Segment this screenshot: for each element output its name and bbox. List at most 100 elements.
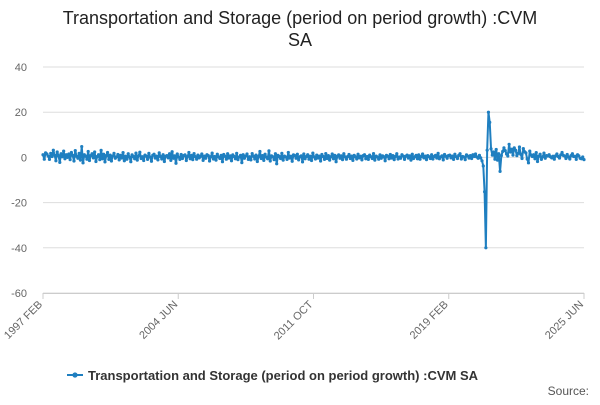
data-point[interactable] xyxy=(281,158,285,162)
data-point[interactable] xyxy=(191,158,195,162)
data-point[interactable] xyxy=(557,156,562,160)
data-point[interactable] xyxy=(309,158,314,163)
data-point[interactable] xyxy=(501,149,505,154)
data-point[interactable] xyxy=(560,150,564,155)
data-point[interactable] xyxy=(516,151,520,155)
data-point[interactable] xyxy=(395,152,399,156)
data-point[interactable] xyxy=(418,157,422,161)
data-point[interactable] xyxy=(201,158,205,162)
data-point[interactable] xyxy=(520,156,524,161)
data-point[interactable] xyxy=(56,153,61,158)
data-point[interactable] xyxy=(64,153,68,157)
data-point[interactable] xyxy=(448,153,452,157)
data-point[interactable] xyxy=(468,153,472,158)
data-point[interactable] xyxy=(210,151,214,155)
data-point[interactable] xyxy=(533,157,537,161)
data-point[interactable] xyxy=(223,154,227,158)
data-point[interactable] xyxy=(299,154,303,158)
data-point[interactable] xyxy=(534,151,538,155)
data-point[interactable] xyxy=(519,152,523,156)
data-point[interactable] xyxy=(472,154,476,159)
data-point[interactable] xyxy=(138,150,142,154)
data-point[interactable] xyxy=(493,157,497,161)
data-point[interactable] xyxy=(254,153,258,157)
data-point[interactable] xyxy=(204,156,208,160)
data-point[interactable] xyxy=(108,153,112,157)
data-point[interactable] xyxy=(134,151,138,155)
data-point[interactable] xyxy=(241,153,245,157)
data-point[interactable] xyxy=(98,158,102,162)
data-point[interactable] xyxy=(517,145,522,149)
data-point[interactable] xyxy=(170,150,174,154)
data-point[interactable] xyxy=(155,154,159,158)
data-point[interactable] xyxy=(317,154,321,158)
data-point[interactable] xyxy=(121,151,125,155)
data-point[interactable] xyxy=(307,157,311,161)
data-point[interactable] xyxy=(565,152,569,157)
data-point[interactable] xyxy=(263,152,267,156)
data-point[interactable] xyxy=(391,153,395,158)
data-point[interactable] xyxy=(382,155,386,159)
data-point[interactable] xyxy=(78,158,83,162)
data-point[interactable] xyxy=(337,153,341,157)
data-point[interactable] xyxy=(488,120,492,124)
data-point[interactable] xyxy=(521,146,525,151)
data-point[interactable] xyxy=(326,153,330,158)
data-point[interactable] xyxy=(115,155,119,159)
data-point[interactable] xyxy=(271,155,275,159)
data-point[interactable] xyxy=(180,156,185,161)
data-point[interactable] xyxy=(187,150,191,155)
data-point[interactable] xyxy=(410,152,414,156)
data-point[interactable] xyxy=(392,158,396,162)
data-point[interactable] xyxy=(238,153,243,157)
data-point[interactable] xyxy=(405,153,409,157)
data-point[interactable] xyxy=(219,153,223,157)
data-point[interactable] xyxy=(419,154,423,159)
data-point[interactable] xyxy=(581,155,585,159)
data-point[interactable] xyxy=(311,151,315,155)
data-point[interactable] xyxy=(564,156,568,161)
data-point[interactable] xyxy=(297,158,301,162)
data-point[interactable] xyxy=(440,154,444,158)
data-point[interactable] xyxy=(195,157,199,161)
data-point[interactable] xyxy=(477,153,482,157)
data-point[interactable] xyxy=(300,160,305,164)
data-point[interactable] xyxy=(200,152,204,156)
data-point[interactable] xyxy=(542,151,546,155)
data-point[interactable] xyxy=(59,152,63,156)
data-point[interactable] xyxy=(329,155,333,159)
data-point[interactable] xyxy=(528,149,532,153)
data-point[interactable] xyxy=(65,155,70,159)
data-point[interactable] xyxy=(206,153,210,158)
data-point[interactable] xyxy=(330,152,334,156)
data-point[interactable] xyxy=(127,155,132,159)
data-point[interactable] xyxy=(338,156,342,160)
data-point[interactable] xyxy=(482,190,487,194)
data-point[interactable] xyxy=(93,150,97,154)
data-point[interactable] xyxy=(539,157,543,162)
data-point[interactable] xyxy=(184,158,188,163)
data-point[interactable] xyxy=(193,155,197,159)
data-point[interactable] xyxy=(552,157,556,161)
data-point[interactable] xyxy=(430,153,434,157)
data-point[interactable] xyxy=(84,154,88,158)
data-point[interactable] xyxy=(378,153,382,157)
data-point[interactable] xyxy=(246,157,250,162)
data-point[interactable] xyxy=(226,152,230,156)
data-point[interactable] xyxy=(453,152,457,156)
data-point[interactable] xyxy=(73,149,77,153)
data-point[interactable] xyxy=(340,158,345,162)
data-point[interactable] xyxy=(414,153,418,157)
data-point[interactable] xyxy=(506,154,510,158)
data-point[interactable] xyxy=(525,157,529,161)
data-point[interactable] xyxy=(142,158,146,163)
data-point[interactable] xyxy=(76,156,80,160)
data-point[interactable] xyxy=(196,153,200,157)
data-point[interactable] xyxy=(179,152,183,157)
data-point[interactable] xyxy=(250,151,254,156)
data-point[interactable] xyxy=(228,154,232,158)
data-point[interactable] xyxy=(333,153,337,157)
data-point[interactable] xyxy=(441,158,445,162)
data-point[interactable] xyxy=(220,160,225,164)
data-point[interactable] xyxy=(360,158,364,162)
